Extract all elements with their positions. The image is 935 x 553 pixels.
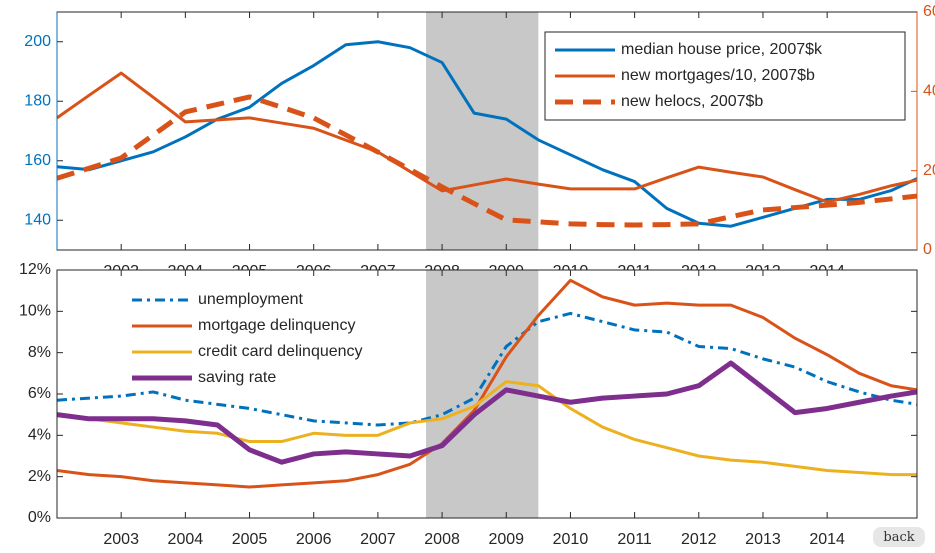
series-line bbox=[56, 311, 918, 427]
back-button[interactable]: back bbox=[873, 527, 925, 547]
series-line bbox=[56, 94, 918, 228]
y2-tick-label: 400 bbox=[923, 83, 935, 100]
y-tick-label: 6% bbox=[28, 385, 51, 402]
y-tick-label: 140 bbox=[24, 211, 51, 228]
series-line bbox=[56, 71, 918, 204]
series-line bbox=[56, 40, 918, 228]
series-line bbox=[56, 360, 918, 465]
y-tick-label: 2% bbox=[28, 468, 51, 485]
y-tick-label: 200 bbox=[24, 33, 51, 50]
y-tick-label: 4% bbox=[28, 427, 51, 444]
series-line bbox=[56, 380, 917, 477]
y2-tick-label: 200 bbox=[923, 162, 935, 179]
x-tick-label: 2003 bbox=[103, 531, 139, 548]
x-tick-label: 2012 bbox=[681, 531, 717, 548]
x-tick-label: 2006 bbox=[296, 531, 332, 548]
legend-label: new helocs, 2007$b bbox=[621, 93, 763, 110]
legend-label: unemployment bbox=[198, 291, 304, 308]
x-tick-label: 2008 bbox=[424, 531, 460, 548]
y-tick-label: 0% bbox=[28, 509, 51, 526]
x-tick-label: 2010 bbox=[553, 531, 589, 548]
y-tick-label: 160 bbox=[24, 152, 51, 169]
plot-frame bbox=[56, 269, 918, 519]
y2-tick-label: 0 bbox=[923, 241, 932, 258]
y-tick-label: 180 bbox=[24, 92, 51, 109]
legend-label: new mortgages/10, 2007$b bbox=[621, 67, 815, 84]
x-tick-label: 2013 bbox=[745, 531, 781, 548]
legend-label: mortgage delinquency bbox=[198, 317, 355, 334]
x-tick-label: 2007 bbox=[360, 531, 396, 548]
y2-tick-label: 600 bbox=[923, 3, 935, 20]
legend-label: credit card delinquency bbox=[198, 343, 363, 360]
x-tick-label: 2004 bbox=[168, 531, 204, 548]
y-tick-label: 10% bbox=[19, 303, 51, 320]
x-tick-label: 2005 bbox=[232, 531, 268, 548]
x-tick-label: 2014 bbox=[809, 531, 845, 548]
x-tick-label: 2009 bbox=[488, 531, 524, 548]
shaded-period bbox=[426, 12, 539, 250]
x-tick-label: 2011 bbox=[617, 531, 652, 548]
series-line bbox=[56, 278, 918, 489]
legend-label: saving rate bbox=[198, 369, 276, 386]
y-tick-label: 8% bbox=[28, 344, 51, 361]
legend-label: median house price, 2007$k bbox=[621, 41, 823, 58]
y-tick-label: 12% bbox=[19, 261, 51, 278]
